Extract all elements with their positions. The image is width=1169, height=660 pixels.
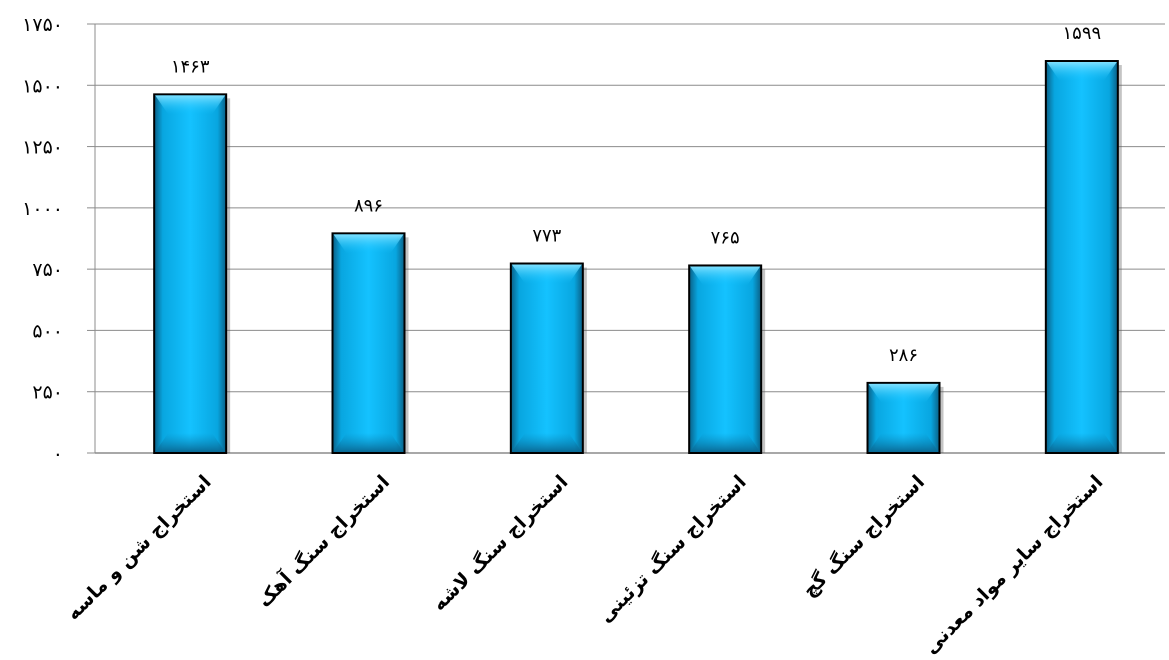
value-labels: ۱۴۶۳ ۸۹۶ ۷۷۳ ۷۶۵ ۲۸۶ ۱۵۹۹ xyxy=(171,23,1101,366)
bar-bevel-bottom xyxy=(511,433,582,452)
bar-bevel-bottom xyxy=(868,433,939,452)
bar-bevel-bottom xyxy=(155,433,226,452)
y-tick-label: ۰ xyxy=(53,443,63,465)
bars xyxy=(153,60,1122,455)
category-label: استخراج سنگ لاشه xyxy=(427,470,572,615)
axes xyxy=(94,24,1165,454)
grid-lines xyxy=(87,23,1165,454)
y-axis-tick-labels: ۰ ۲۵۰ ۵۰۰ ۷۵۰ ۱۰۰۰ ۱۲۵۰ ۱۵۰۰ ۱۷۵۰ xyxy=(22,14,63,465)
bar xyxy=(1044,60,1122,454)
bar-bevel-top xyxy=(868,383,939,403)
bar-bevel-top xyxy=(155,95,226,115)
y-tick-label: ۱۰۰۰ xyxy=(22,198,63,220)
value-label: ۸۹۶ xyxy=(354,195,383,216)
bar-bevel-bottom xyxy=(690,433,761,452)
y-tick-label: ۵۰۰ xyxy=(32,320,63,342)
bar-body xyxy=(688,264,763,455)
bar-bevel-top xyxy=(511,264,582,284)
y-tick-label: ۱۲۵۰ xyxy=(22,137,63,159)
bar-bevel-top xyxy=(333,234,404,254)
bar-body xyxy=(509,262,584,454)
y-tick-label: ۷۵۰ xyxy=(32,259,63,281)
bar-bevel-top xyxy=(1046,62,1117,82)
category-label: استخراج شن و ماسه xyxy=(62,471,216,625)
category-label: استخراج سنگ گچ xyxy=(798,470,929,601)
category-label: استخراج سایر مواد معدنی xyxy=(920,471,1107,658)
bar-body xyxy=(153,93,228,455)
value-label: ۷۶۵ xyxy=(711,227,740,248)
value-label: ۷۷۳ xyxy=(532,226,561,247)
bar xyxy=(153,93,231,455)
bar-bevel-bottom xyxy=(1046,433,1117,452)
bar xyxy=(509,262,587,454)
bar-bevel-top xyxy=(690,266,761,286)
value-label: ۲۸۶ xyxy=(889,345,918,366)
category-labels: استخراج شن و ماسه استخراج سنگ آهک استخراج … xyxy=(62,470,1107,659)
y-tick-label: ۱۷۵۰ xyxy=(22,14,63,36)
bar-body xyxy=(1044,60,1119,454)
y-tick-label: ۲۵۰ xyxy=(32,382,63,404)
category-label: استخراج سنگ آهک xyxy=(252,470,394,612)
value-label: ۱۴۶۳ xyxy=(171,56,210,77)
value-label: ۱۵۹۹ xyxy=(1062,23,1101,44)
bar xyxy=(331,232,409,454)
bar xyxy=(688,264,766,455)
category-label: استخراج سنگ تزئینی xyxy=(594,470,751,627)
bar-body xyxy=(331,232,406,454)
y-tick-label: ۱۵۰۰ xyxy=(22,75,63,97)
bar-bevel-bottom xyxy=(333,433,404,452)
bar xyxy=(866,381,944,454)
